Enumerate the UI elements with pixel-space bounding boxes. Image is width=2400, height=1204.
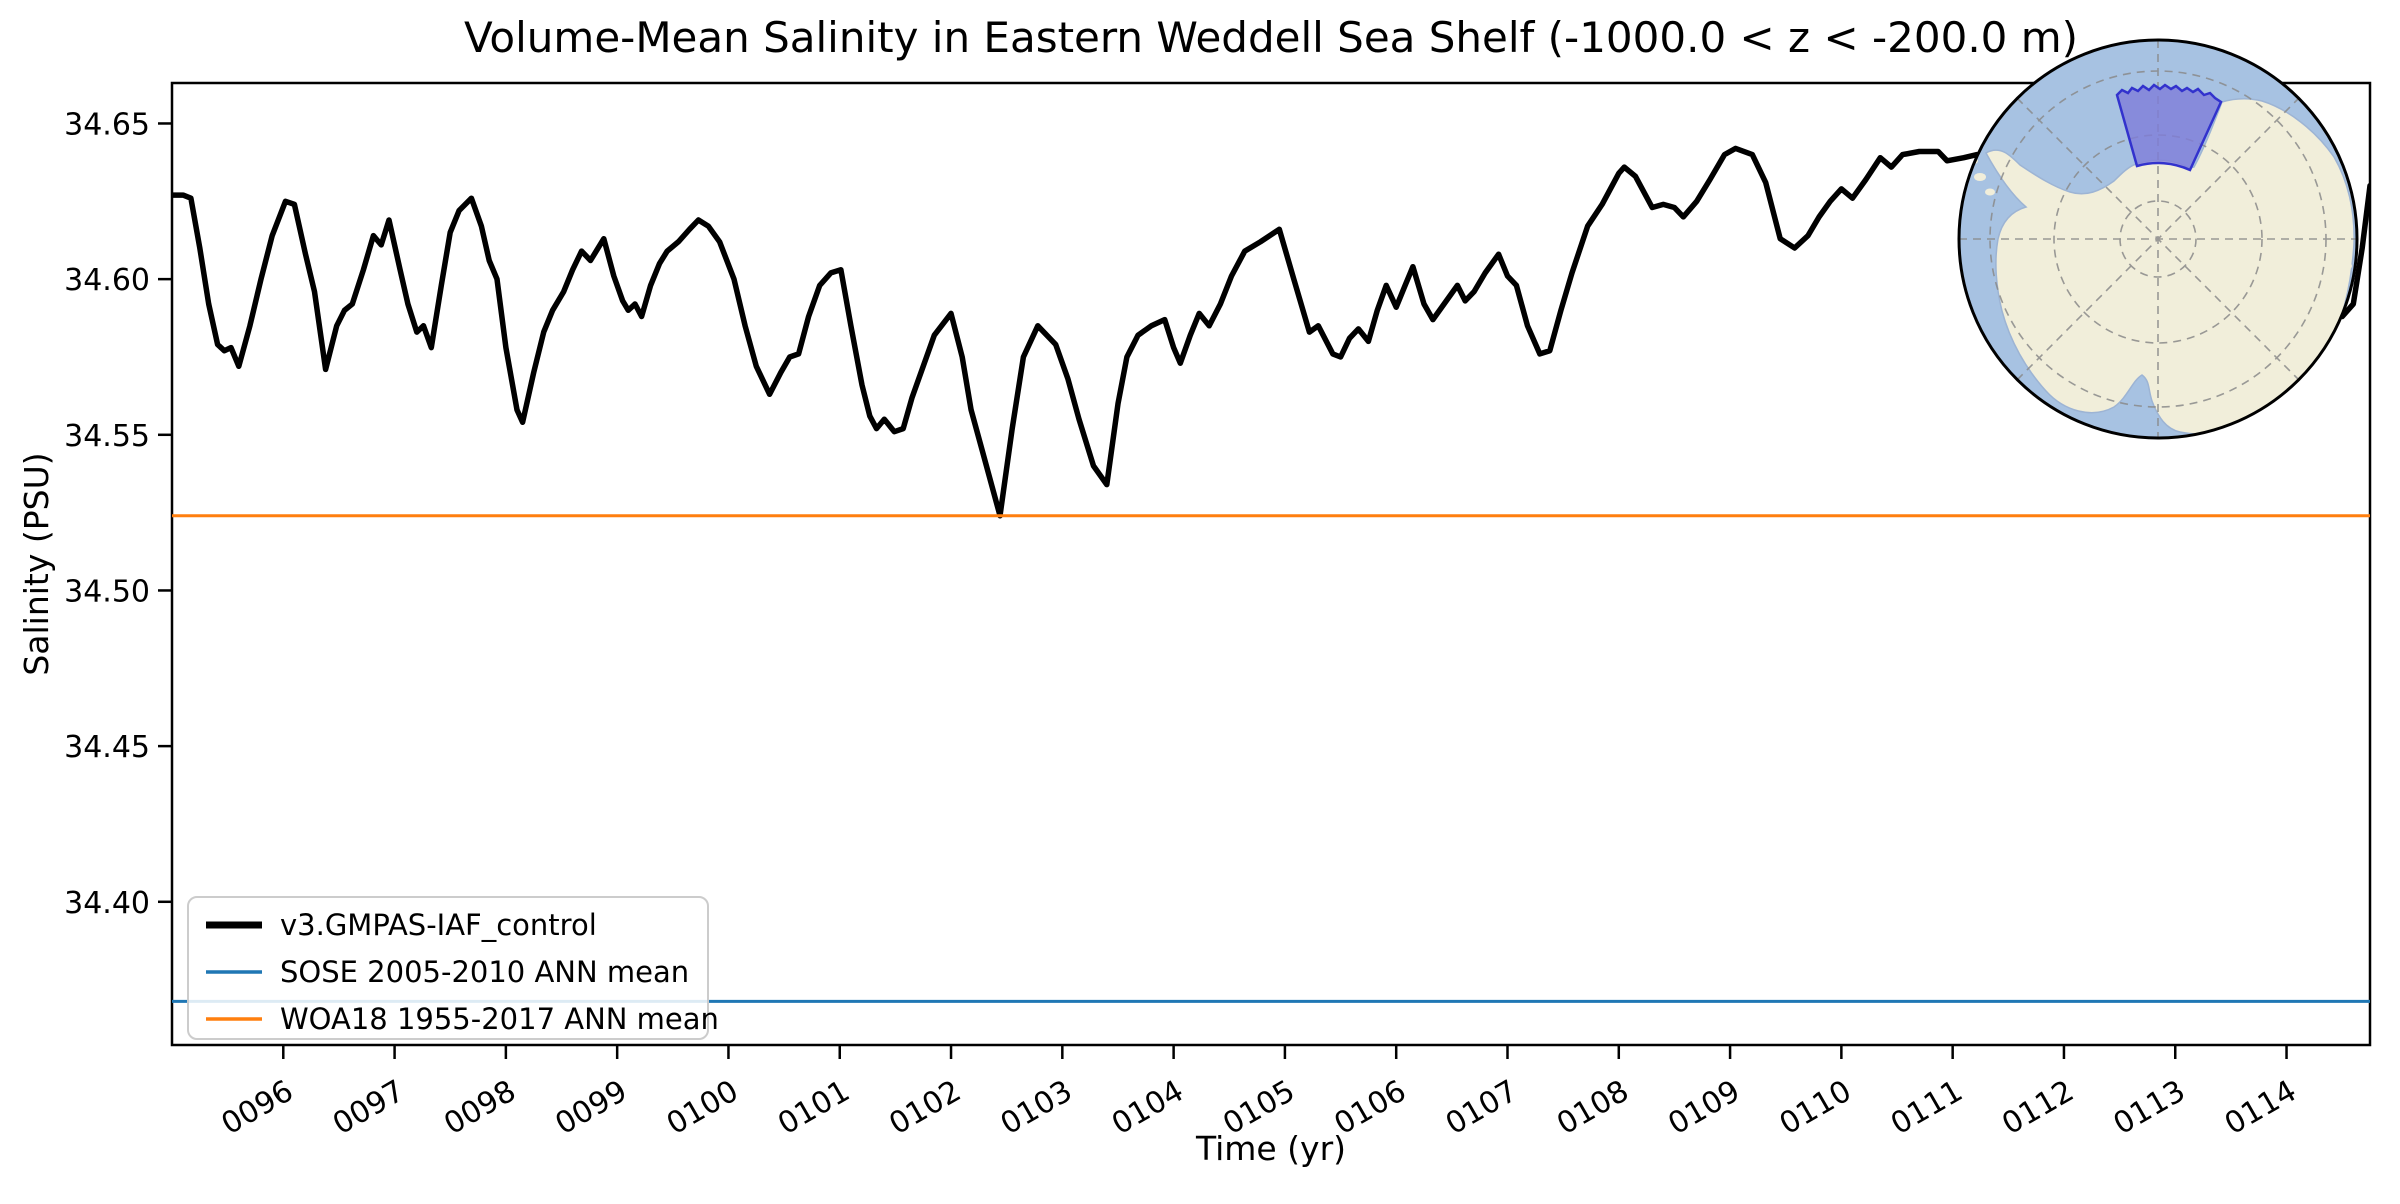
plot-frame [170,81,2372,1047]
y-axis-ticks: 34.40 34.45 34.50 34.55 34.60 34.65 [64,107,172,921]
chart-title: Volume-Mean Salinity in Eastern Weddell … [464,13,2078,62]
x-tick-label: 0112 [1996,1074,2080,1142]
x-tick-label: 0098 [438,1074,522,1142]
x-tick-label: 0113 [2108,1074,2192,1142]
y-tick-label: 34.55 [64,419,150,454]
x-tick-label: 0109 [1662,1074,1746,1142]
y-tick-label: 34.40 [64,886,150,921]
legend: v3.GMPAS-IAF_control SOSE 2005-2010 ANN m… [187,896,719,1040]
x-tick-label: 0099 [550,1074,634,1142]
x-tick-label: 0108 [1551,1074,1635,1142]
legend-box [187,896,709,1040]
x-tick-label: 0102 [883,1074,967,1142]
map-island [2342,247,2350,255]
eastern-weddell-region-overlay [2115,83,2223,172]
x-tick-label: 0110 [1774,1074,1858,1142]
legend-entry-label: v3.GMPAS-IAF_control [280,908,597,942]
x-tick-label: 0107 [1440,1074,1524,1142]
map-island [1974,173,1986,181]
map-island [1985,188,1995,196]
y-tick-label: 34.60 [64,263,150,298]
x-tick-label: 0097 [327,1074,411,1142]
series-v3.GMPAS-IAF_control [172,145,2370,519]
x-tick-label: 0096 [216,1074,300,1142]
map-graticule [1959,40,2357,438]
antarctica-inset-map [1957,38,2359,440]
x-tick-label: 0114 [2219,1074,2303,1142]
map-island [2346,263,2352,269]
x-tick-label: 0104 [1106,1074,1190,1142]
x-tick-label: 0100 [661,1074,745,1142]
x-tick-label: 0103 [995,1074,1079,1142]
y-tick-label: 34.45 [64,730,150,765]
x-tick-label: 0101 [772,1074,856,1142]
x-axis-label: Time (yr) [1195,1129,1346,1168]
x-tick-label: 0111 [1885,1074,1969,1142]
legend-entry-label: WOA18 1955-2017 ANN mean [280,1002,719,1036]
y-tick-label: 34.65 [64,107,150,142]
legend-entry-label: SOSE 2005-2010 ANN mean [280,955,689,989]
y-tick-label: 34.50 [64,574,150,609]
y-axis-label: Salinity (PSU) [17,452,56,675]
map-rim [1957,38,2359,440]
x-axis-ticks: 0096 0097 0098 0099 0100 0101 0102 0103 0104 0105… [216,1045,2303,1142]
